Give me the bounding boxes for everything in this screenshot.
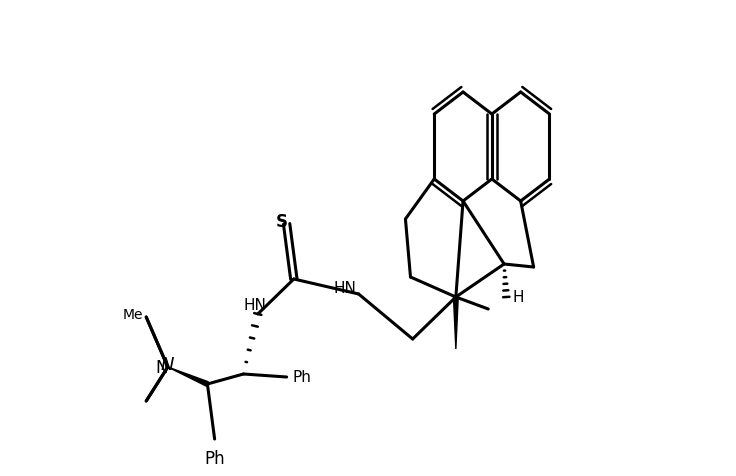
Polygon shape [168, 367, 208, 387]
Text: HN: HN [333, 280, 356, 296]
Text: $N$: $N$ [160, 356, 175, 374]
Polygon shape [453, 298, 459, 349]
Text: Me: Me [123, 307, 144, 322]
Text: H: H [512, 290, 524, 305]
Text: S: S [275, 213, 287, 231]
Text: Ph: Ph [205, 448, 225, 466]
Text: HN: HN [244, 298, 266, 312]
Text: N: N [155, 358, 168, 376]
Text: Ph: Ph [293, 370, 312, 385]
